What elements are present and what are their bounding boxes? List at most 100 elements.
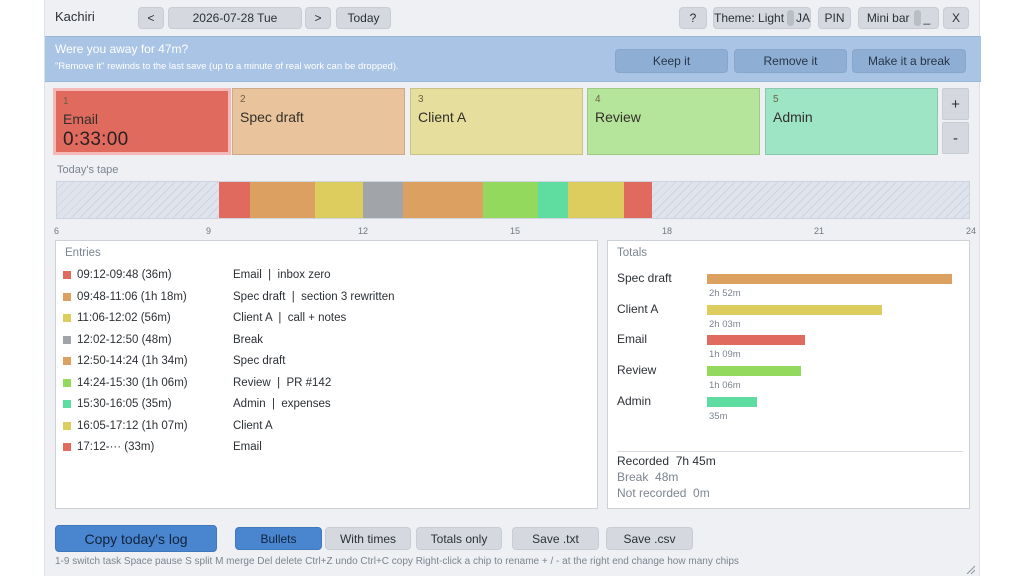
- format-with-times-button[interactable]: With times: [325, 527, 411, 550]
- entry-row[interactable]: 11:06-12:02 (56m) Client A | call + notes: [63, 308, 583, 328]
- entry-description: Spec draft: [233, 355, 286, 367]
- entry-row[interactable]: 09:12-09:48 (36m) Email | inbox zero: [63, 265, 583, 285]
- entry-description: Client A: [233, 419, 273, 432]
- entry-description: Break: [233, 333, 264, 346]
- tape-segment[interactable]: [315, 182, 363, 218]
- tape-segment[interactable]: [403, 182, 483, 218]
- tape-label: Today's tape: [57, 164, 119, 176]
- keep-it-button[interactable]: Keep it: [615, 49, 728, 73]
- entry-description: Spec draft | section 3 rewritten: [233, 290, 395, 303]
- chip-name: Client A: [418, 109, 467, 125]
- keyboard-hints: 1-9 switch task Space pause S split M me…: [55, 556, 739, 567]
- break-value: 48m: [655, 470, 679, 484]
- total-name: Admin: [617, 393, 652, 408]
- task-chip-client-a[interactable]: 3 Client A: [410, 88, 583, 155]
- total-bar: [707, 366, 801, 377]
- total-duration: 1h 06m: [709, 380, 741, 392]
- next-day-button[interactable]: >: [305, 7, 331, 29]
- minimize-label: _: [923, 11, 931, 25]
- entry-row[interactable]: 09:48-11:06 (1h 18m) Spec draft | section…: [63, 287, 583, 307]
- mini-bar-button[interactable]: Mini bar _: [858, 7, 939, 29]
- chip-name: Spec draft: [240, 109, 304, 125]
- entry-time: 16:05-17:12 (1h 07m): [77, 419, 188, 432]
- entry-time: 17:12-··· (33m): [77, 441, 155, 453]
- not-recorded-label: Not recorded: [617, 486, 687, 500]
- theme-toggle-button[interactable]: Theme: Light JA: [713, 7, 811, 29]
- away-banner: Were you away for 47m? "Remove it" rewin…: [45, 36, 981, 82]
- task-chip-admin[interactable]: 5 Admin: [765, 88, 938, 155]
- tape-tick-label: 6: [54, 226, 60, 236]
- entry-color-swatch: [63, 443, 71, 451]
- prev-day-button[interactable]: <: [138, 7, 164, 29]
- tape-segment[interactable]: [538, 182, 568, 218]
- chip-name: Review: [595, 109, 641, 125]
- entry-color-swatch: [63, 271, 71, 279]
- totals-divider: [617, 451, 963, 452]
- remove-chip-button[interactable]: -: [942, 122, 969, 154]
- copy-log-button[interactable]: Copy today's log: [55, 525, 217, 552]
- total-name: Spec draft: [617, 271, 672, 285]
- entry-description: Review | PR #142: [233, 376, 332, 389]
- break-summary: Break 48m: [617, 470, 678, 484]
- day-tape[interactable]: [56, 181, 970, 219]
- format-bullets-button[interactable]: Bullets: [235, 527, 322, 550]
- tape-segment[interactable]: [219, 182, 250, 218]
- tape-tick-label: 21: [814, 226, 825, 236]
- add-chip-button[interactable]: +: [942, 88, 969, 120]
- entry-row[interactable]: 17:12-··· (33m) Email: [63, 437, 583, 457]
- entry-color-swatch: [63, 400, 71, 408]
- toggle-knob: [787, 10, 794, 26]
- make-break-button[interactable]: Make it a break: [852, 49, 966, 73]
- task-chip-email[interactable]: 1 Email 0:33:00: [53, 88, 231, 155]
- save-txt-button[interactable]: Save .txt: [512, 527, 599, 550]
- date-picker-button[interactable]: 2026-07-28 Tue: [168, 7, 302, 29]
- total-name: Email: [617, 332, 648, 347]
- chip-elapsed-timer: 0:33:00: [63, 129, 129, 150]
- entry-time: 11:06-12:02 (56m): [77, 312, 171, 324]
- entry-time: 09:48-11:06 (1h 18m): [77, 290, 187, 303]
- resize-grip-icon[interactable]: [965, 564, 975, 574]
- recorded-summary: Recorded 7h 45m: [617, 454, 716, 468]
- entry-row[interactable]: 14:24-15:30 (1h 06m) Review | PR #142: [63, 373, 583, 393]
- entry-row[interactable]: 16:05-17:12 (1h 07m) Client A: [63, 416, 583, 436]
- entry-description: Email | inbox zero: [233, 269, 331, 281]
- total-name: Review: [617, 363, 657, 378]
- entries-panel: Entries 09:12-09:48 (36m) Email | inbox z…: [55, 240, 598, 509]
- close-button[interactable]: X: [943, 7, 969, 29]
- entry-color-swatch: [63, 421, 71, 430]
- totals-title: Totals: [617, 247, 648, 259]
- total-duration: 2h 52m: [709, 288, 741, 299]
- entry-color-swatch: [63, 292, 71, 301]
- chip-number: 3: [418, 94, 424, 105]
- entries-title: Entries: [65, 247, 101, 259]
- task-chip-spec-draft[interactable]: 2 Spec draft: [232, 88, 405, 155]
- entry-row[interactable]: 15:30-16:05 (35m) Admin | expenses: [63, 394, 583, 414]
- pin-button[interactable]: PIN: [818, 7, 851, 29]
- entry-row[interactable]: 12:02-12:50 (48m) Break: [63, 330, 583, 350]
- tape-segment[interactable]: [567, 182, 625, 218]
- entry-row[interactable]: 12:50-14:24 (1h 34m) Spec draft: [63, 351, 583, 371]
- away-question: Were you away for 47m?: [55, 42, 189, 56]
- save-csv-button[interactable]: Save .csv: [606, 527, 693, 550]
- today-button[interactable]: Today: [336, 7, 391, 29]
- theme-label: Theme: Light: [714, 11, 785, 25]
- chip-number: 1: [63, 96, 69, 107]
- total-bar: [707, 274, 952, 284]
- tape-segment[interactable]: [624, 182, 653, 218]
- remove-it-button[interactable]: Remove it: [734, 49, 847, 73]
- task-chip-review[interactable]: 4 Review: [587, 88, 760, 155]
- tape-segment[interactable]: [362, 182, 404, 218]
- app-window: Kachiri < 2026-07-28 Tue > Today ? Theme…: [44, 0, 981, 576]
- recorded-label: Recorded: [617, 454, 670, 468]
- language-label: JA: [795, 11, 810, 25]
- format-totals-only-button[interactable]: Totals only: [416, 527, 502, 550]
- entry-color-swatch: [63, 378, 71, 387]
- app-title: Kachiri: [55, 9, 95, 24]
- break-label: Break: [617, 470, 649, 484]
- not-recorded-value: 0m: [693, 486, 710, 500]
- total-bar: [707, 396, 757, 407]
- tape-segment[interactable]: [482, 182, 539, 218]
- help-button[interactable]: ?: [679, 7, 707, 29]
- total-bar: [707, 304, 883, 315]
- tape-segment[interactable]: [249, 182, 316, 218]
